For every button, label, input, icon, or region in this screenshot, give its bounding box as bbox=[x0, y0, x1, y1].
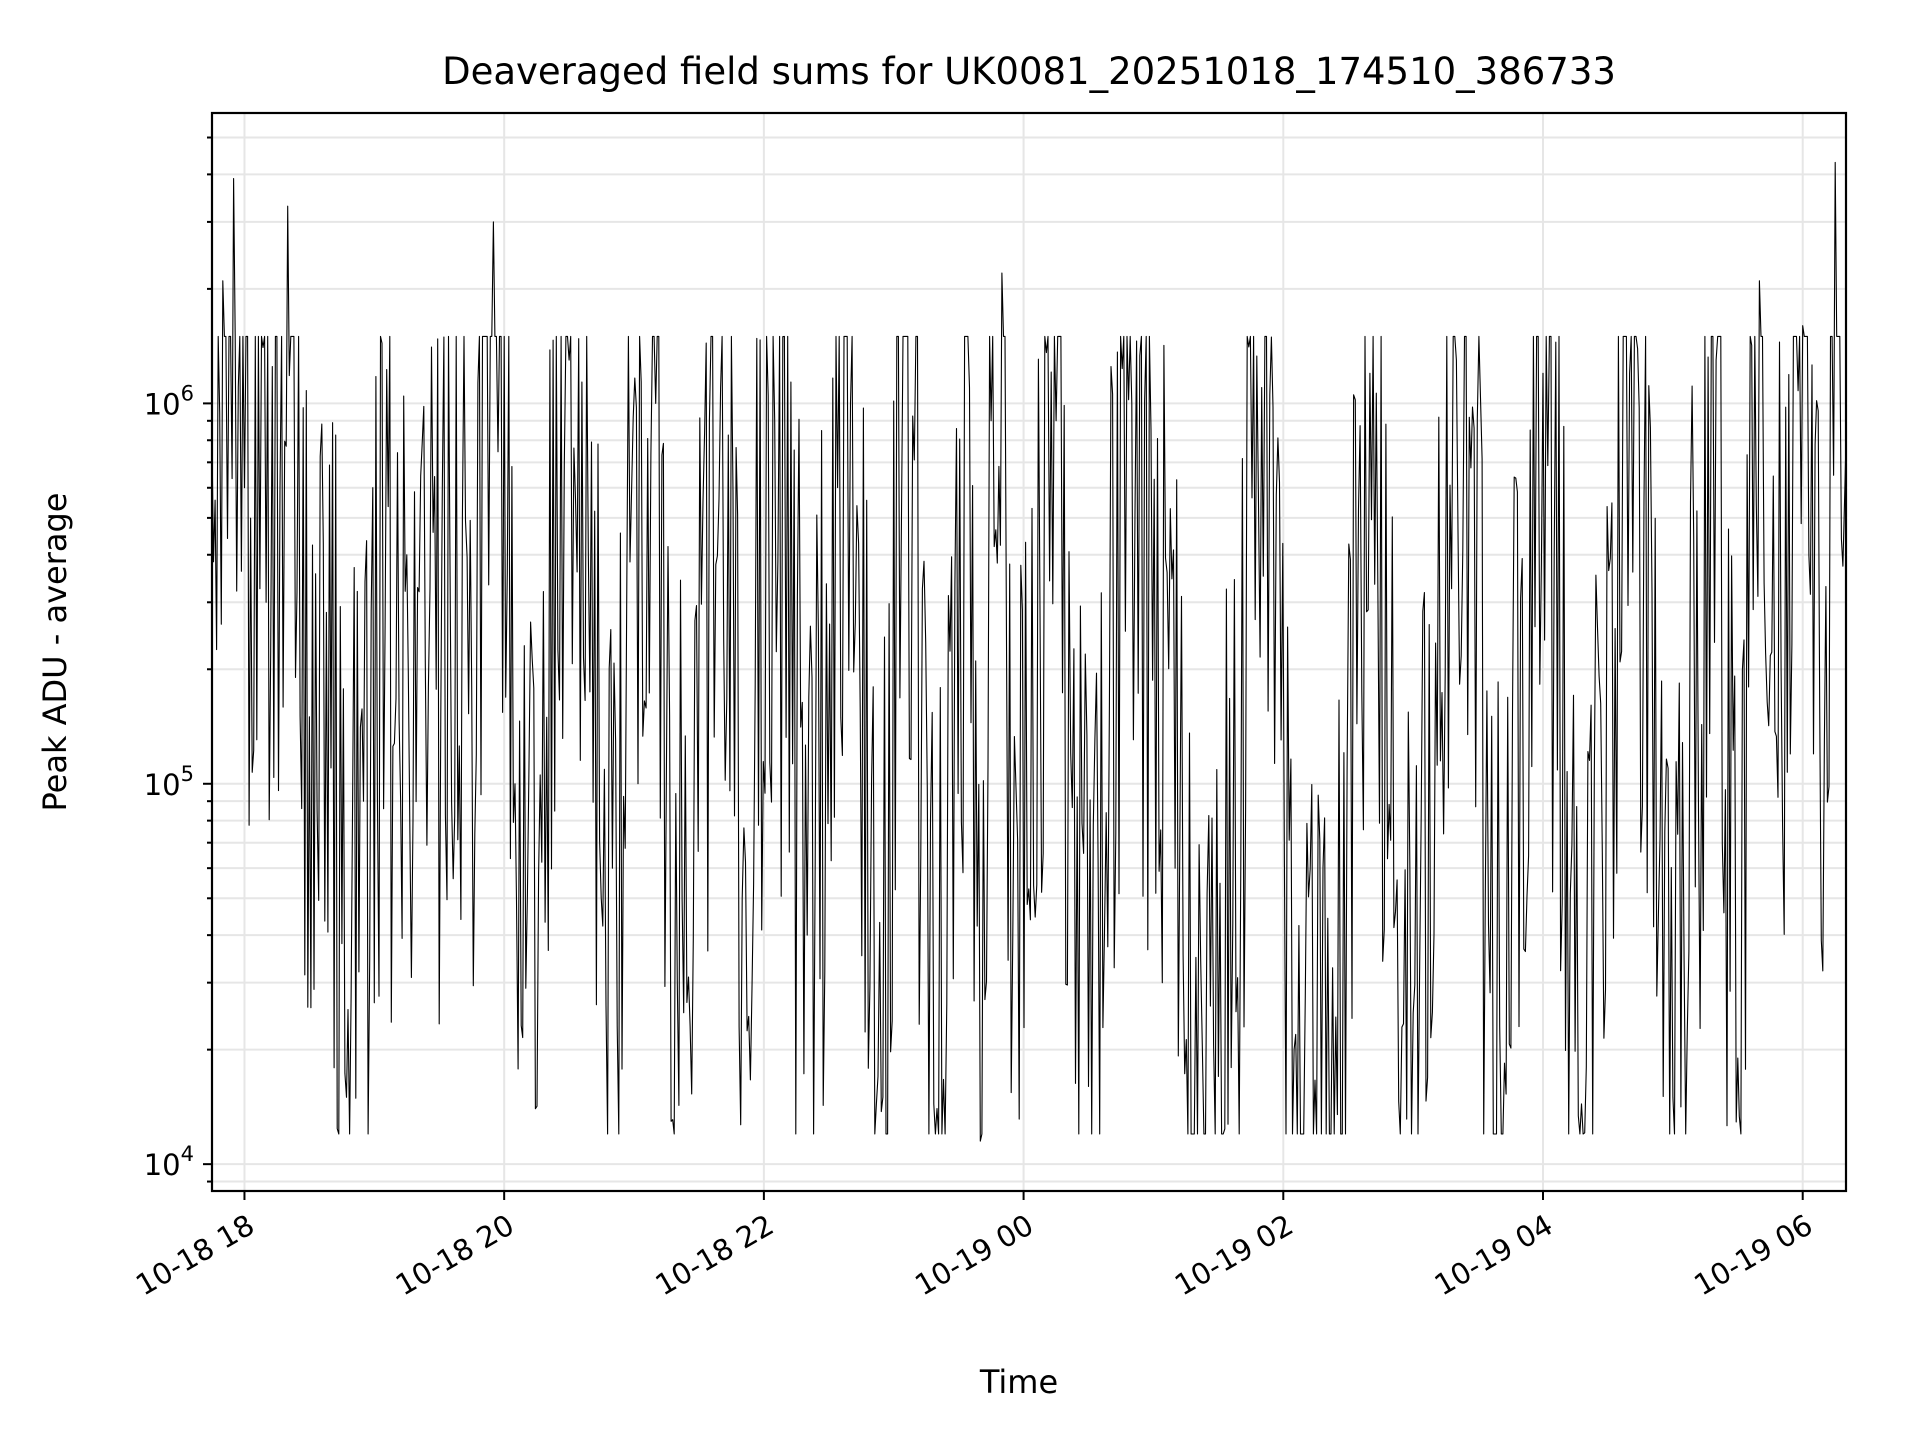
y-tick-label: 105 bbox=[144, 762, 194, 802]
series-layer bbox=[211, 161, 1847, 1142]
y-tick-label: 106 bbox=[144, 381, 194, 421]
plot-frame bbox=[210, 111, 1848, 1193]
series-line bbox=[211, 161, 1847, 1142]
chart-title: Deaveraged field sums for UK0081_2025101… bbox=[442, 50, 1616, 93]
y-tick-label: 104 bbox=[144, 1142, 194, 1182]
y-axis-title: Peak ADU - average bbox=[36, 493, 74, 812]
x-axis-title: Time bbox=[979, 1363, 1058, 1401]
